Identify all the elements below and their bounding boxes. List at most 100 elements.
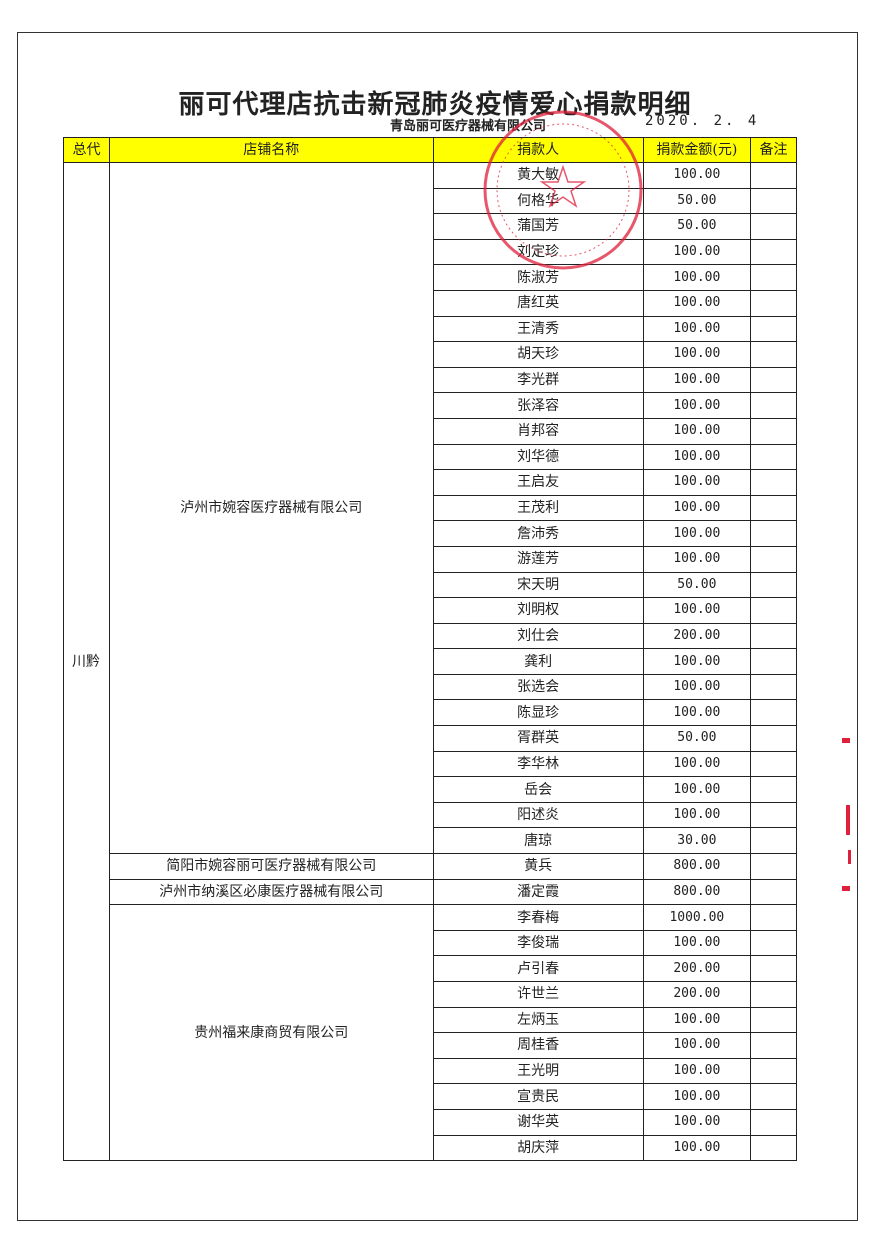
scan-mark bbox=[842, 886, 850, 891]
donation-amount-cell: 800.00 bbox=[642, 878, 751, 906]
donation-amount-cell: 50.00 bbox=[642, 571, 751, 599]
donor-name-cell: 张泽容 bbox=[432, 392, 644, 419]
donation-amount-cell: 100.00 bbox=[642, 162, 751, 189]
remark-cell bbox=[749, 622, 798, 650]
donor-name-cell: 周桂香 bbox=[432, 1032, 644, 1059]
store-name-cell: 简阳市婉容丽可医疗器械有限公司 bbox=[109, 853, 434, 880]
donor-name-cell: 黄大敏 bbox=[432, 162, 644, 189]
donor-name-cell: 谢华英 bbox=[432, 1108, 644, 1136]
donation-amount-cell: 100.00 bbox=[642, 366, 751, 394]
table-row: 唐琼 30.00 bbox=[64, 827, 798, 855]
donor-name-cell: 胡天珍 bbox=[432, 341, 644, 368]
scan-mark bbox=[842, 738, 850, 743]
donor-name-cell: 詹沛秀 bbox=[432, 520, 644, 547]
donation-amount-cell: 800.00 bbox=[642, 853, 751, 880]
donation-amount-cell: 100.00 bbox=[642, 750, 751, 778]
remark-cell bbox=[749, 213, 798, 240]
remark-cell bbox=[749, 341, 798, 368]
donor-name-cell: 王启友 bbox=[432, 469, 644, 496]
donor-name-cell: 唐红英 bbox=[432, 289, 644, 317]
donation-amount-cell: 200.00 bbox=[642, 622, 751, 650]
donation-amount-cell: 100.00 bbox=[642, 699, 751, 727]
donor-name-cell: 陈显珍 bbox=[432, 699, 644, 727]
donation-amount-cell: 100.00 bbox=[642, 494, 751, 522]
donation-amount-cell: 100.00 bbox=[642, 238, 751, 266]
donation-amount-cell: 50.00 bbox=[642, 213, 751, 240]
donor-name-cell: 阳述炎 bbox=[432, 801, 644, 829]
donor-name-cell: 游莲芳 bbox=[432, 545, 644, 573]
donor-name-cell: 许世兰 bbox=[432, 981, 644, 1008]
remark-cell bbox=[749, 878, 798, 906]
donor-name-cell: 左炳玉 bbox=[432, 1006, 644, 1034]
remark-cell bbox=[749, 443, 798, 471]
remark-cell bbox=[749, 417, 798, 445]
donation-amount-cell: 100.00 bbox=[642, 1108, 751, 1136]
donation-amount-cell: 100.00 bbox=[642, 443, 751, 471]
donation-amount-cell: 100.00 bbox=[642, 392, 751, 419]
region-cell: 川黔 bbox=[62, 161, 111, 1162]
donor-name-cell: 张选会 bbox=[432, 673, 644, 701]
donation-amount-cell: 100.00 bbox=[642, 776, 751, 803]
remark-cell bbox=[749, 571, 798, 599]
donor-name-cell: 龚利 bbox=[432, 648, 644, 675]
donation-amount-cell: 100.00 bbox=[642, 469, 751, 496]
donation-amount-cell: 50.00 bbox=[642, 187, 751, 215]
remark-cell bbox=[749, 648, 798, 675]
remark-cell bbox=[749, 725, 798, 752]
donor-name-cell: 刘定珍 bbox=[432, 238, 644, 266]
remark-cell bbox=[749, 597, 798, 624]
donation-amount-cell: 100.00 bbox=[642, 520, 751, 547]
store-name-cell: 泸州市纳溪区必康医疗器械有限公司 bbox=[109, 878, 434, 906]
donor-name-cell: 黄兵 bbox=[432, 853, 644, 880]
donation-amount-cell: 100.00 bbox=[642, 1057, 751, 1085]
table-row: 王启友 100.00 bbox=[64, 469, 798, 496]
remark-cell bbox=[749, 264, 798, 291]
donor-name-cell: 岳会 bbox=[432, 776, 644, 803]
remark-cell bbox=[749, 289, 798, 317]
donation-amount-cell: 100.00 bbox=[642, 1083, 751, 1110]
donation-amount-cell: 100.00 bbox=[642, 929, 751, 957]
donation-amount-cell: 100.00 bbox=[642, 648, 751, 675]
donation-amount-cell: 200.00 bbox=[642, 955, 751, 982]
remark-cell bbox=[749, 238, 798, 266]
table-row: 宣贵民 100.00 bbox=[64, 1083, 798, 1110]
remark-cell bbox=[749, 366, 798, 394]
donor-name-cell: 唐琼 bbox=[432, 827, 644, 855]
donor-name-cell: 刘仕会 bbox=[432, 622, 644, 650]
table-row: 左炳玉 100.00 bbox=[64, 1006, 798, 1034]
donation-amount-cell: 100.00 bbox=[642, 315, 751, 343]
table-row: 川黔 泸州市婉容医疗器械有限公司 黄大敏 100.00 bbox=[62, 161, 798, 1162]
table-row: 李华林 100.00 bbox=[64, 750, 798, 778]
table-row: 胥群英 50.00 bbox=[64, 725, 798, 752]
remark-cell bbox=[749, 1032, 798, 1059]
remark-cell bbox=[749, 776, 798, 803]
table-row: 王清秀 100.00 bbox=[64, 315, 798, 343]
remark-cell bbox=[749, 469, 798, 496]
table-row: 胡庆萍 100.00 bbox=[64, 1134, 798, 1162]
donor-name-cell: 宋天明 bbox=[432, 571, 644, 599]
donation-amount-cell: 50.00 bbox=[642, 725, 751, 752]
remark-cell bbox=[749, 853, 798, 880]
remark-cell bbox=[749, 801, 798, 829]
remark-cell bbox=[749, 1057, 798, 1085]
table-row: 贵州福来康商贸有限公司 李春梅 1000.00 bbox=[64, 904, 798, 1162]
header-amount: 捐款金额(元) bbox=[642, 137, 751, 163]
table-row: 肖邦容 100.00 bbox=[64, 417, 798, 445]
remark-cell bbox=[749, 392, 798, 419]
donor-name-cell: 潘定霞 bbox=[432, 878, 644, 906]
table-row: 龚利 100.00 bbox=[64, 648, 798, 675]
donation-amount-cell: 100.00 bbox=[642, 417, 751, 445]
remark-cell bbox=[749, 1108, 798, 1136]
remark-cell bbox=[749, 1134, 798, 1162]
remark-cell bbox=[749, 545, 798, 573]
donor-name-cell: 宣贵民 bbox=[432, 1083, 644, 1110]
store-name-cell: 贵州福来康商贸有限公司 bbox=[109, 904, 434, 1162]
store-name-cell: 泸州市婉容医疗器械有限公司 bbox=[109, 161, 434, 855]
remark-cell bbox=[749, 1083, 798, 1110]
donation-amount-cell: 200.00 bbox=[642, 981, 751, 1008]
remark-cell bbox=[749, 955, 798, 982]
donor-name-cell: 李俊瑞 bbox=[432, 929, 644, 957]
donor-name-cell: 胡庆萍 bbox=[432, 1134, 644, 1162]
donation-amount-cell: 100.00 bbox=[642, 341, 751, 368]
remark-cell bbox=[749, 673, 798, 701]
